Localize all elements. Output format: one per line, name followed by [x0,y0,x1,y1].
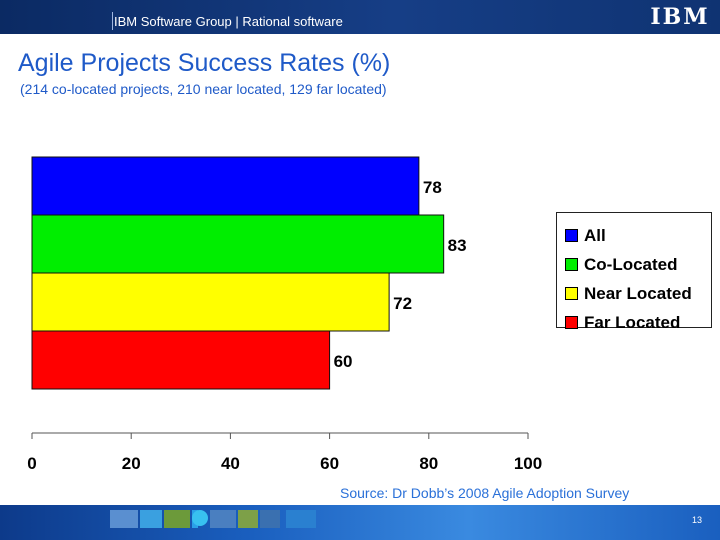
data-label-co-located: 83 [448,236,467,255]
bar-far-located [31,330,331,390]
legend-label-all: All [584,225,606,245]
legend-swatch-all [565,229,578,242]
legend-label-far-located: Far Located [584,312,681,332]
x-tick-label-60: 60 [320,454,339,473]
chart-legend: All Co-Located Near Located Far Located [556,212,712,332]
data-label-near-located: 72 [393,294,412,313]
footer-image-strip-icon [110,510,316,528]
page-title: Agile Projects Success Rates (%) [18,49,391,77]
legend-item-near-located: Near Located [565,279,711,308]
header-title: IBM Software Group | Rational software [114,14,343,29]
source-note: Source: Dr Dobb’s 2008 Agile Adoption Su… [340,485,630,501]
footer-bar [0,505,720,540]
bar-near-located [31,272,390,332]
x-tick-label-40: 40 [221,454,240,473]
data-label-all: 78 [423,178,442,197]
legend-swatch-near-located [565,287,578,300]
x-tick-label-100: 100 [514,454,542,473]
header-bar [0,0,720,34]
bar-co-located [31,214,445,274]
page-subtitle: (214 co-located projects, 210 near locat… [20,81,387,97]
data-label-far-located: 60 [334,352,353,371]
footer-circle-icon [192,510,208,526]
legend-item-co-located: Co-Located [565,250,711,279]
x-tick-label-0: 0 [27,454,36,473]
page-number: 13 [692,515,703,525]
legend-item-all: All [565,221,711,250]
legend-label-co-located: Co-Located [584,254,678,274]
legend-item-far-located: Far Located [565,308,711,337]
x-tick-label-80: 80 [419,454,438,473]
legend-swatch-far-located [565,316,578,329]
ibm-logo-text: IBM [650,4,710,30]
legend-swatch-co-located [565,258,578,271]
bar-all [31,156,420,216]
header-divider [112,12,113,30]
legend-label-near-located: Near Located [584,283,692,303]
ibm-logo-icon: IBM [650,4,710,30]
x-tick-label-20: 20 [122,454,141,473]
